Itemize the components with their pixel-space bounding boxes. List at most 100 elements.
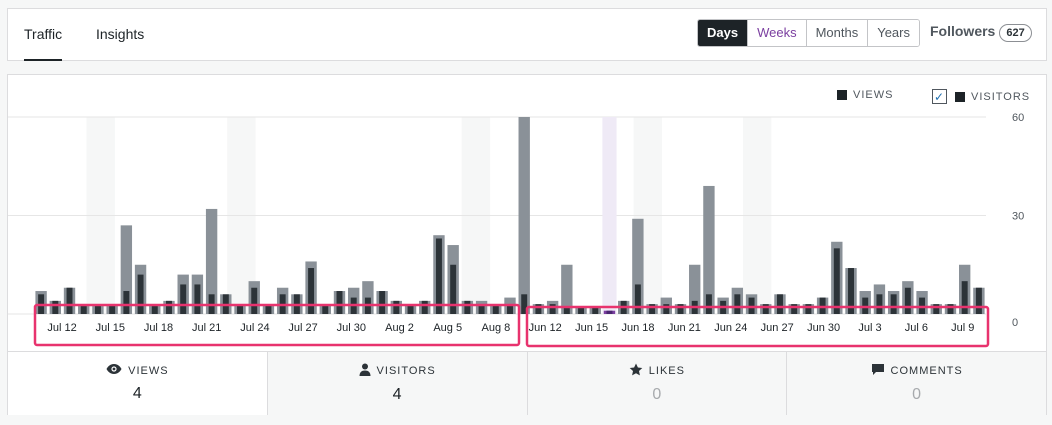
period-months-button[interactable]: Months [805,20,868,46]
x-tick-label: Jul 12 [47,322,76,334]
visitors-bar [791,304,798,314]
visitors-bar [265,304,272,314]
visitors-bar [137,274,144,314]
followers-link[interactable]: Followers 627 [930,23,1032,42]
legend-visitors-label: VISITORS [971,90,1031,103]
visitors-bar [435,238,442,314]
visitors-bar [521,294,528,314]
stat-comments-value: 0 [912,386,922,403]
visitors-bar [734,294,741,314]
period-selector: Days Weeks Months Years [697,19,920,47]
visitors-bar [933,304,940,314]
legend-views: VIEWS [837,89,893,101]
views-bar [120,225,133,314]
x-tick-label: Jul 3 [858,322,881,334]
views-bar [518,117,530,314]
visitors-bar [592,307,599,314]
visitors-bar [80,304,87,314]
stat-likes-value: 0 [652,386,662,403]
visitors-bar [66,287,73,314]
visitors-bar [123,291,130,314]
x-tick-label: Jun 12 [529,322,562,334]
x-tick-label: Jun 21 [668,322,701,334]
views-swatch [837,90,847,100]
summary-stats: VIEWS 4 VISITORS 4 LIKES 0 COMMENTS 0 [8,351,1046,415]
visitors-swatch [955,91,965,102]
period-weeks-button[interactable]: Weeks [747,20,806,46]
stat-visitors-value: 4 [392,386,402,403]
legend-views-label: VIEWS [853,89,894,101]
x-tick-label: Jun 24 [714,322,747,334]
visitors-bar [833,248,840,314]
period-years-button[interactable]: Years [867,20,919,46]
x-tick-label: Aug 2 [385,322,414,334]
traffic-bar-chart: 60 30 0 Jul 12 Jul 15 Jul 18 Jul 21 Jul 24 Jul 2… [8,112,1024,348]
visitors-bar [705,294,712,314]
visitors-bar [677,304,684,314]
x-tick-label: Jul 24 [240,322,269,334]
visitors-bar [578,307,585,314]
visitors-bar [634,284,641,314]
visitors-bar [322,304,329,314]
x-tick-label: Jun 27 [761,322,794,334]
visitors-bar [805,304,812,314]
stat-visitors[interactable]: VISITORS 4 [266,352,527,415]
visitors-bar [947,304,954,314]
visitors-bar [336,291,343,314]
visitors-bar [251,287,258,314]
visitors-bar [649,304,656,314]
star-icon [629,363,643,379]
stat-views-label: VIEWS [128,364,169,377]
period-days-button[interactable]: Days [698,20,748,46]
visitors-bar [904,287,911,314]
visitors-bar [407,304,414,314]
x-tick-label: Aug 8 [482,322,511,334]
stat-views[interactable]: VIEWS 4 [8,352,267,415]
x-tick-label: Jun 18 [621,322,654,334]
x-tick-label: Jun 30 [807,322,840,334]
visitors-bar [450,264,457,314]
tab-traffic[interactable]: Traffic [24,9,63,61]
stat-visitors-label: VISITORS [376,365,436,377]
comment-icon [871,363,885,379]
eye-icon [106,363,122,378]
views-bar [632,218,644,314]
visitors-bar [393,300,400,314]
visitors-bar [549,304,556,314]
stat-comments[interactable]: COMMENTS 0 [786,352,1046,415]
x-tick-label: Jul 9 [951,322,974,334]
stat-comments-label: COMMENTS [890,365,963,377]
x-tick-label: Jul 30 [337,322,366,334]
visitors-bar [308,268,315,314]
legend-visitors[interactable]: ✓ VISITORS [932,89,1030,104]
x-tick-label: Aug 5 [433,322,462,334]
views-bar [689,264,701,314]
x-tick-label: Jul 21 [192,322,221,334]
tab-insights[interactable]: Insights [96,26,145,42]
x-tick-label: Jul 6 [905,322,928,334]
visitors-bar [478,304,485,314]
y-tick-label: 30 [1012,211,1024,223]
highlight-box-right [525,305,990,348]
y-tick-label: 60 [1012,112,1024,124]
visitors-bar [109,304,116,314]
visitors-bar [166,300,172,314]
visitors-bar [890,294,897,314]
visitors-bar [663,304,670,314]
visitors-bar [379,291,386,314]
stat-likes[interactable]: LIKES 0 [526,352,787,415]
stat-views-value: 4 [132,385,142,402]
visitors-bar [876,294,883,314]
x-tick-label: Jul 15 [96,322,125,334]
visitors-bar [535,304,542,314]
visitors-bar [507,304,513,314]
highlight-box-left [33,303,521,347]
y-tick-label: 0 [1012,317,1018,329]
visitors-bar [848,268,854,314]
visitors-bar [52,300,59,314]
visitors-checkbox[interactable]: ✓ [932,89,947,104]
person-icon [359,363,371,379]
stat-likes-label: LIKES [648,365,685,377]
visitors-bar [563,307,570,314]
x-tick-label: Jul 27 [288,322,317,334]
